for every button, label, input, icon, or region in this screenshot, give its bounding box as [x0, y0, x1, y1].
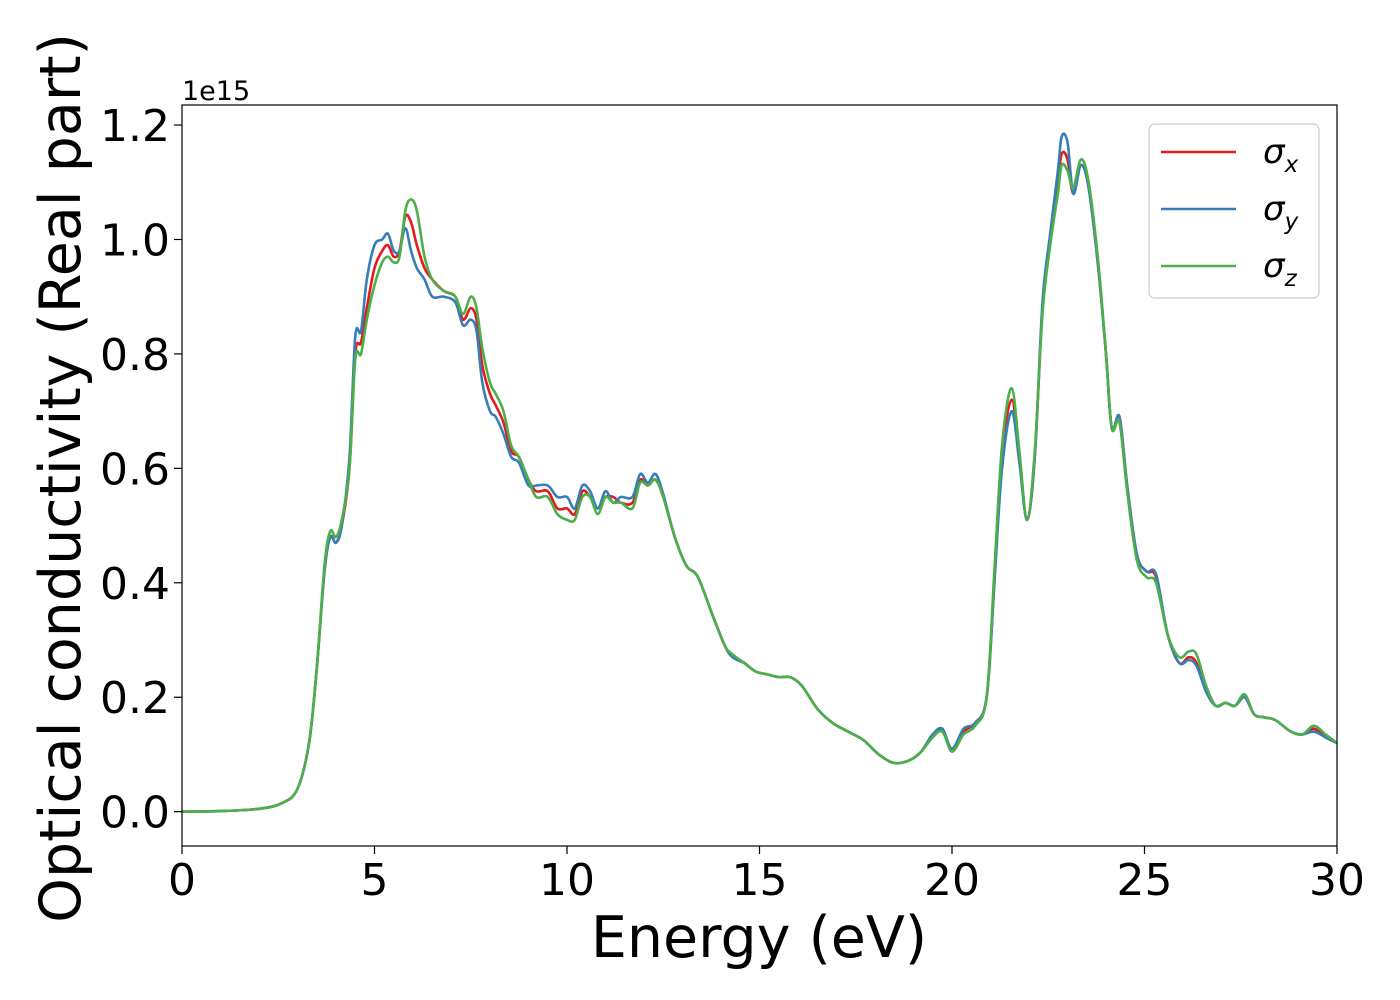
legend-symbol: σ — [1263, 132, 1286, 172]
legend-label-z: σz — [1263, 246, 1298, 292]
x-tick-label: 30 — [1309, 855, 1365, 906]
legend-subscript: x — [1284, 152, 1299, 178]
legend-symbol: σ — [1263, 189, 1286, 229]
legend-subscript: z — [1284, 266, 1298, 292]
y-axis-label: Optical conductivity (Real part) — [28, 33, 94, 923]
series-line-z — [182, 158, 1337, 813]
y-tick-label: 1.2 — [100, 101, 170, 152]
y-axis: 0.0 0.2 0.4 0.6 0.8 1.0 1.2 — [100, 101, 182, 839]
legend-label-x: σx — [1263, 132, 1299, 178]
x-tick-label: 25 — [1117, 855, 1173, 906]
y-tick-label: 1.0 — [100, 215, 170, 266]
y-tick-label: 0.4 — [100, 559, 170, 610]
y-offset-label: 1e15 — [182, 76, 250, 107]
x-tick-label: 20 — [924, 855, 980, 906]
y-tick-label: 0.8 — [100, 330, 170, 381]
legend-symbol: σ — [1263, 246, 1286, 286]
x-axis-label: Energy (eV) — [591, 905, 927, 971]
plot-lines — [182, 132, 1337, 813]
legend-subscript: y — [1284, 209, 1299, 235]
x-tick-label: 15 — [732, 855, 788, 906]
y-tick-label: 0.6 — [100, 444, 170, 495]
x-tick-label: 5 — [361, 855, 389, 906]
legend-label-y: σy — [1263, 189, 1299, 235]
y-tick-label: 0.0 — [100, 788, 170, 839]
legend-frame — [1148, 123, 1320, 299]
y-tick-label: 0.2 — [100, 673, 170, 724]
x-tick-label: 10 — [539, 855, 595, 906]
x-tick-label: 0 — [168, 855, 196, 906]
x-axis: 0 5 10 15 20 25 30 — [168, 846, 1365, 906]
